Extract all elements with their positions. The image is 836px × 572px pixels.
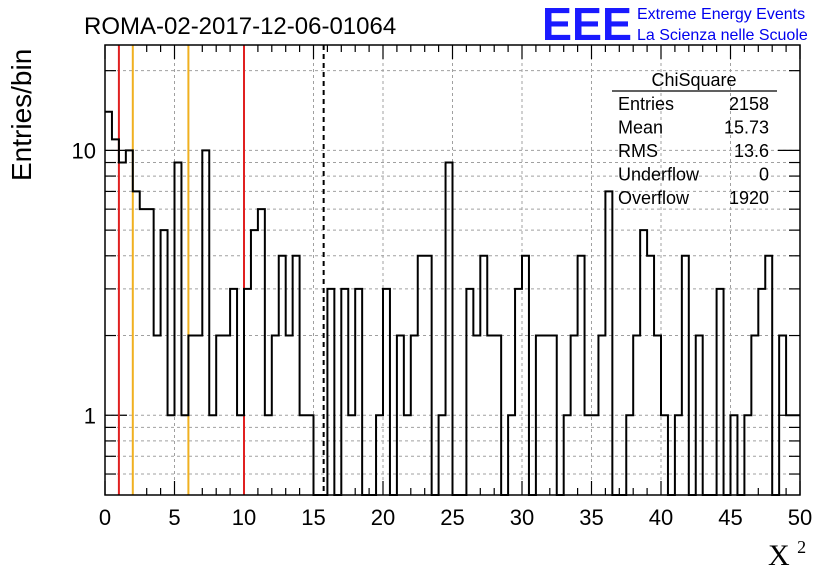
stats-value: 2158 (729, 94, 769, 114)
x-tick-label: 0 (99, 505, 111, 530)
stats-value: 15.73 (724, 118, 769, 138)
y-minor-ticks (105, 70, 800, 475)
x-tick-label: 50 (788, 505, 812, 530)
chart-title: ROMA-02-2017-12-06-01064 (84, 13, 396, 40)
y-axis-label: Entries/bin (6, 49, 37, 181)
stats-value: 0 (759, 165, 769, 185)
x-tick-label: 25 (440, 505, 464, 530)
stats-label: Mean (618, 118, 663, 138)
x-tick-label: 45 (718, 505, 742, 530)
x-axis-label: X 2 (768, 537, 806, 572)
x-tick-labels: 0 5 10 15 20 25 30 35 40 45 50 (99, 505, 812, 530)
vertical-marker-lines (117, 45, 325, 495)
stats-box: ChiSquare Entries 2158 Mean 15.73 RMS 13.6 Und… (612, 70, 777, 208)
stats-label: Entries (618, 94, 674, 114)
y-tick-labels: 1 10 (72, 138, 96, 428)
plot-frame (104, 44, 801, 496)
stats-label: RMS (618, 141, 658, 161)
eee-logo-line2: La Scienza nelle Scuole (637, 27, 808, 44)
histogram-outline (105, 110, 800, 496)
grid-lines (105, 45, 800, 495)
x-tick-label: 40 (649, 505, 673, 530)
stats-value: 13.6 (734, 141, 769, 161)
x-tick-label: 15 (301, 505, 325, 530)
stats-label: Underflow (618, 165, 700, 185)
stats-label: Overflow (618, 188, 690, 208)
x-tick-label: 5 (168, 505, 180, 530)
stats-box-title: ChiSquare (651, 70, 736, 90)
x-axis-label-base: X (768, 539, 790, 572)
x-tick-label: 20 (371, 505, 395, 530)
eee-logo-line1: Extreme Energy Events (637, 6, 805, 23)
x-tick-label: 10 (232, 505, 256, 530)
x-axis-label-superscript: 2 (797, 537, 806, 557)
y-tick-label: 1 (84, 403, 96, 428)
eee-logo: EEE Extreme Energy Events La Scienza nel… (542, 0, 808, 50)
x-tick-label: 30 (510, 505, 534, 530)
x-tick-label: 35 (579, 505, 603, 530)
eee-logo-text: EEE (542, 0, 632, 50)
y-tick-label: 10 (72, 138, 96, 163)
stats-value: 1920 (729, 188, 769, 208)
